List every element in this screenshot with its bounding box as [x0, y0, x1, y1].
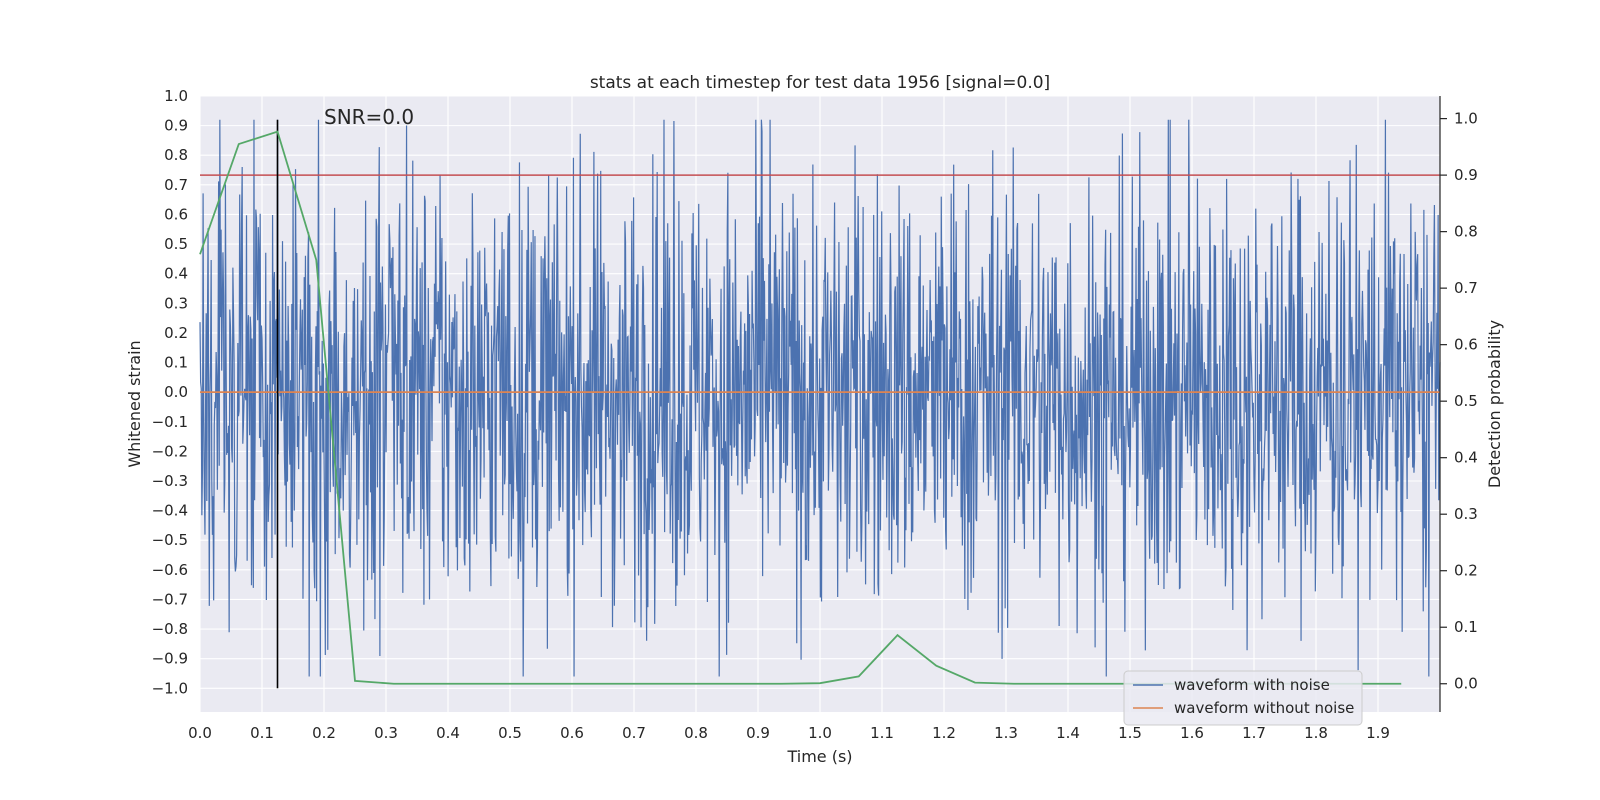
y-left-tick-label: 0.1 — [164, 354, 188, 372]
y-right-tick-label: 0.8 — [1454, 223, 1478, 241]
y-right-tick-label: 0.9 — [1454, 166, 1478, 184]
y-right-tick-label: 0.1 — [1454, 618, 1478, 636]
x-tick-label: 1.0 — [808, 724, 832, 742]
x-tick-label: 0.9 — [746, 724, 770, 742]
y-right-tick-label: 0.0 — [1454, 675, 1478, 693]
y-left-tick-label: 0.4 — [164, 265, 188, 283]
y-left-tick-label: 0.7 — [164, 176, 188, 194]
y-left-tick-label: −0.6 — [152, 561, 188, 579]
snr-annotation: SNR=0.0 — [324, 105, 414, 129]
y-left-tick-label: 0.8 — [164, 146, 188, 164]
y-right-tick-label: 0.4 — [1454, 449, 1478, 467]
y-right-tick-label: 1.0 — [1454, 110, 1478, 128]
x-tick-label: 1.9 — [1366, 724, 1390, 742]
x-tick-label: 0.5 — [498, 724, 522, 742]
legend-label-clean: waveform without noise — [1174, 699, 1354, 717]
x-tick-label: 0.6 — [560, 724, 584, 742]
y-left-tick-label: 0.6 — [164, 205, 188, 223]
y-left-tick-label: 0.3 — [164, 294, 188, 312]
y-left-tick-label: −0.1 — [152, 413, 188, 431]
x-tick-label: 0.8 — [684, 724, 708, 742]
x-tick-label: 0.2 — [312, 724, 336, 742]
y-left-tick-label: −0.8 — [152, 620, 188, 638]
y-left-tick-label: −0.2 — [152, 442, 188, 460]
x-tick-label: 0.0 — [188, 724, 212, 742]
legend-box — [1123, 670, 1363, 726]
x-tick-label: 1.6 — [1180, 724, 1204, 742]
y-left-tick-label: −0.7 — [152, 590, 188, 608]
y-left-tick-label: −0.3 — [152, 472, 188, 490]
x-tick-label: 1.4 — [1056, 724, 1080, 742]
legend-label-noise: waveform with noise — [1174, 676, 1330, 694]
y-left-tick-label: 1.0 — [164, 87, 188, 105]
y-left-tick-label: −1.0 — [152, 679, 188, 697]
x-tick-label: 1.5 — [1118, 724, 1142, 742]
legend: waveform with noise waveform without noi… — [1123, 670, 1363, 726]
y-left-tick-label: 0.5 — [164, 235, 188, 253]
x-axis-label: Time (s) — [786, 747, 852, 766]
waveform-with-noise-line — [199, 119, 1441, 677]
y-axis-label-left: Whitened strain — [125, 340, 144, 467]
y-right-tick-label: 0.2 — [1454, 562, 1478, 580]
y-right-tick-label: 0.6 — [1454, 336, 1478, 354]
x-tick-label: 0.4 — [436, 724, 460, 742]
axes: 0.0 0.1 0.2 0.3 0.4 0.5 0.6 0.7 0.8 0.9 1.0 1.1 1.2 1… — [152, 87, 1478, 742]
x-tick-label: 0.1 — [250, 724, 274, 742]
series-waveform-with-noise — [199, 119, 1441, 677]
y-left-tick-label: 0.2 — [164, 324, 188, 342]
y-right-tick-label: 0.7 — [1454, 279, 1478, 297]
x-tick-label: 0.7 — [622, 724, 646, 742]
y-left-tick-label: 0.9 — [164, 117, 188, 135]
x-tick-label: 0.3 — [374, 724, 398, 742]
x-tick-label: 1.3 — [994, 724, 1018, 742]
x-tick-label: 1.8 — [1304, 724, 1328, 742]
chart-title: stats at each timestep for test data 195… — [590, 73, 1050, 93]
x-tick-label: 1.7 — [1242, 724, 1266, 742]
y-axis-label-right: Detection probability — [1485, 320, 1504, 488]
x-tick-label: 1.2 — [932, 724, 956, 742]
y-right-tick-label: 0.5 — [1454, 392, 1478, 410]
y-right-tick-label: 0.3 — [1454, 505, 1478, 523]
y-left-tick-label: 0.0 — [164, 383, 188, 401]
y-left-tick-label: −0.5 — [152, 531, 188, 549]
y-left-tick-label: −0.9 — [152, 650, 188, 668]
y-left-tick-label: −0.4 — [152, 502, 188, 520]
x-tick-label: 1.1 — [870, 724, 894, 742]
